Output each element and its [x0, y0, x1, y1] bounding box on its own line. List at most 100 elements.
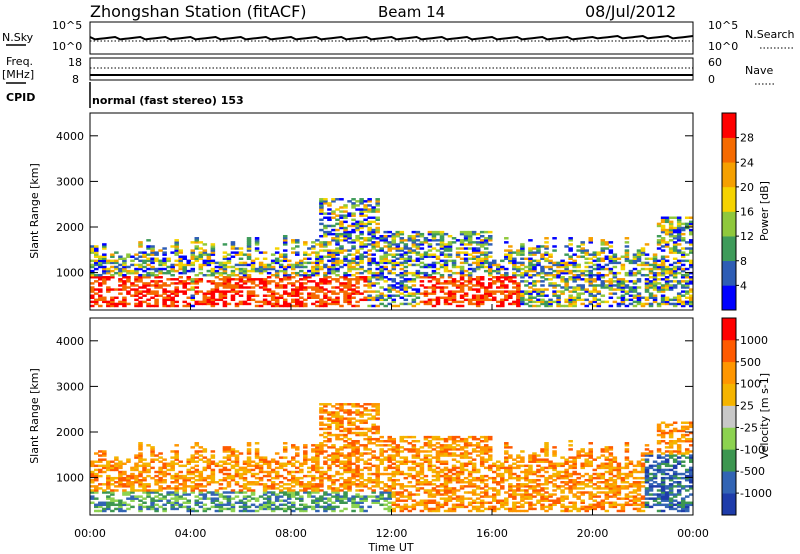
- velocity-cell: [467, 483, 473, 486]
- power-cell: [556, 302, 561, 306]
- power-cell: [375, 243, 380, 246]
- velocity-cell: [415, 487, 421, 490]
- power-cell: [439, 230, 445, 234]
- power-cell: [335, 259, 340, 263]
- power-cell: [584, 257, 589, 261]
- velocity-cell: [299, 503, 304, 507]
- power-cell: [600, 239, 606, 242]
- velocity-cell: [455, 444, 461, 447]
- power-cell: [327, 302, 332, 306]
- power-cell: [162, 251, 167, 254]
- power-cell: [343, 282, 348, 285]
- power-cell: [684, 280, 690, 283]
- power-cell: [347, 300, 352, 304]
- velocity-cell: [295, 446, 300, 449]
- power-cell: [616, 304, 622, 308]
- velocity-cell: [407, 505, 413, 509]
- power-cell: [439, 232, 445, 236]
- power-cell: [226, 282, 232, 285]
- power-cell: [210, 290, 216, 293]
- power-cell: [512, 251, 517, 254]
- power-cell: [178, 263, 183, 267]
- velocity-cell: [327, 458, 332, 461]
- velocity-cell: [198, 476, 204, 480]
- velocity-cell: [516, 454, 521, 457]
- power-cell: [355, 226, 360, 230]
- velocity-cell: [242, 491, 248, 494]
- velocity-cell: [335, 425, 340, 429]
- velocity-cell: [282, 509, 288, 513]
- power-cell: [343, 234, 348, 238]
- power-cell: [572, 300, 577, 304]
- power-cell: [680, 251, 686, 254]
- power-cell: [616, 271, 622, 275]
- velocity-cell: [106, 476, 111, 480]
- power-cell: [122, 300, 127, 304]
- power-cell: [447, 234, 453, 238]
- velocity-cell: [496, 460, 501, 463]
- power-cell: [467, 232, 473, 236]
- power-cell: [190, 263, 196, 267]
- power-cell: [307, 286, 312, 289]
- power-cell: [311, 273, 316, 277]
- power-cell: [516, 294, 521, 297]
- velocity-cell: [512, 472, 517, 476]
- power-cell: [439, 251, 445, 254]
- velocity-cell: [174, 456, 179, 459]
- velocity-cell: [443, 501, 449, 504]
- power-cell: [467, 282, 473, 285]
- velocity-cell: [367, 476, 372, 480]
- power-cell: [508, 257, 513, 261]
- power-cell: [656, 271, 662, 275]
- power-cell: [520, 292, 525, 295]
- velocity-cell: [106, 495, 111, 498]
- power-cell: [331, 255, 336, 258]
- velocity-cell: [335, 413, 340, 416]
- power-cell: [387, 269, 392, 273]
- power-cell: [162, 257, 167, 261]
- velocity-cell: [508, 489, 513, 492]
- velocity-cell: [443, 485, 449, 488]
- power-cell: [254, 284, 260, 287]
- velocity-cell: [315, 456, 320, 459]
- velocity-cell: [528, 464, 533, 468]
- velocity-cell: [447, 474, 453, 478]
- power-cell: [467, 288, 473, 291]
- velocity-cell: [343, 470, 348, 474]
- velocity-cell: [459, 454, 465, 457]
- power-cell: [407, 292, 413, 295]
- power-cell: [399, 286, 405, 289]
- y-tick-label: 2000: [56, 221, 84, 234]
- velocity-cell: [387, 472, 392, 476]
- power-cell: [544, 259, 549, 263]
- velocity-cell: [532, 495, 537, 498]
- nave-tick-top: 60: [708, 56, 722, 69]
- velocity-cell: [363, 497, 368, 500]
- velocity-cell: [138, 452, 143, 455]
- power-cell: [391, 280, 397, 283]
- power-cell: [536, 292, 541, 295]
- power-cell: [620, 298, 626, 302]
- velocity-cell: [451, 503, 457, 507]
- power-cell: [435, 249, 441, 252]
- power-cell: [146, 282, 151, 285]
- power-cell: [254, 249, 260, 252]
- power-cell: [451, 296, 457, 299]
- velocity-cell: [387, 507, 392, 511]
- power-cell: [170, 300, 175, 304]
- power-cell: [668, 216, 674, 219]
- power-cell: [487, 298, 493, 302]
- velocity-cell: [419, 499, 425, 502]
- power-cell: [303, 271, 308, 275]
- power-cell: [648, 271, 654, 275]
- power-cell: [636, 253, 642, 256]
- velocity-cell: [170, 487, 175, 490]
- velocity-cell: [130, 481, 135, 484]
- velocity-cell: [303, 505, 308, 509]
- velocity-cell: [102, 458, 107, 461]
- velocity-cell: [315, 470, 320, 474]
- velocity-cell: [250, 464, 256, 468]
- power-cell: [492, 276, 497, 279]
- velocity-cell: [500, 501, 505, 504]
- power-cell: [299, 263, 304, 267]
